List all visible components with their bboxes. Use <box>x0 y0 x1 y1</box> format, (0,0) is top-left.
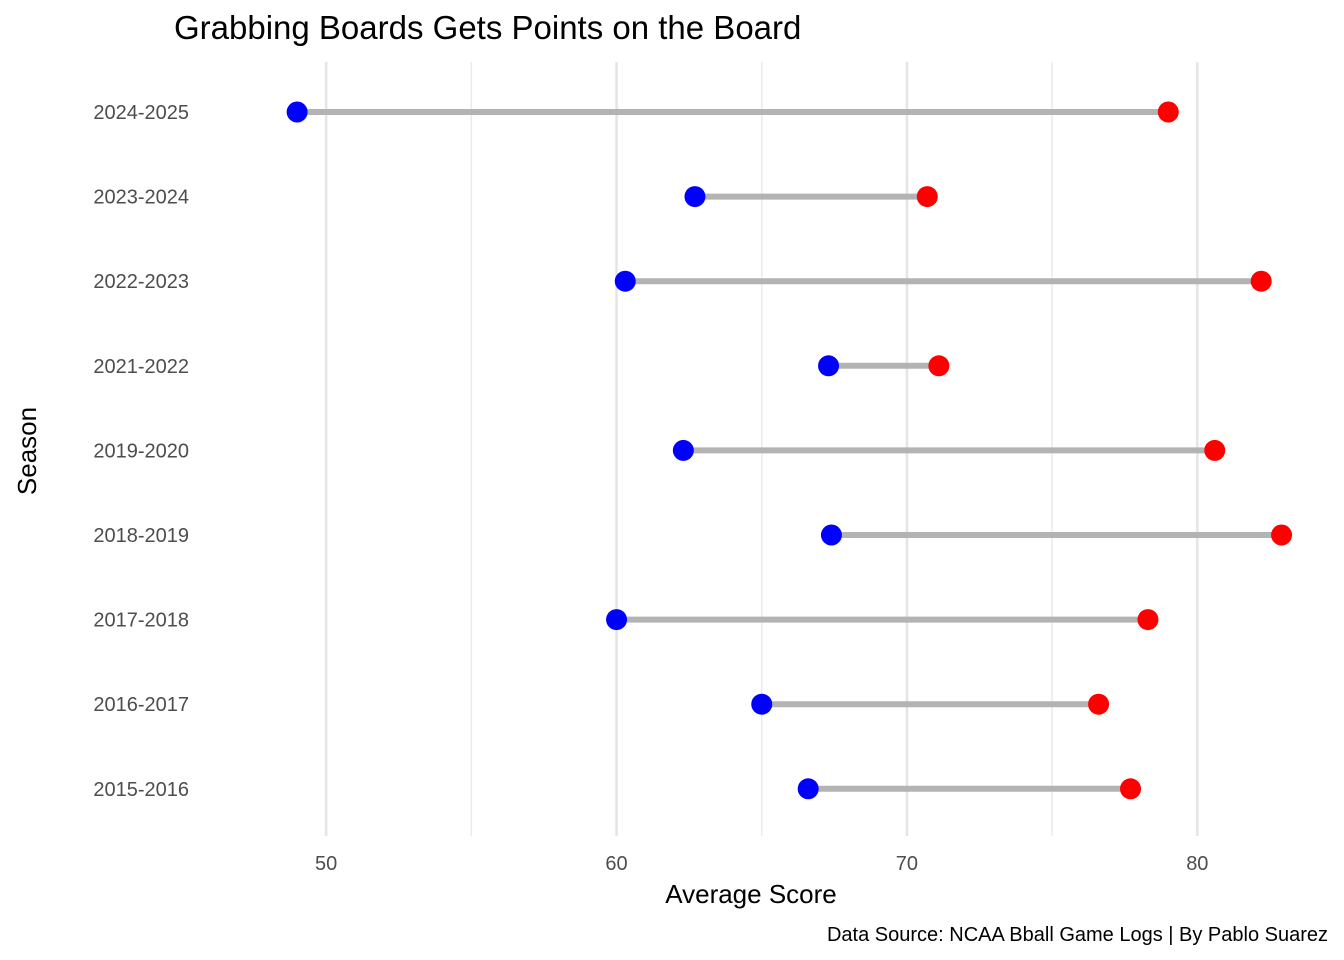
y-tick-label: 2023-2024 <box>93 187 189 209</box>
x-tick-label: 70 <box>896 853 918 875</box>
y-tick-label: 2017-2018 <box>93 610 189 632</box>
high-score-point <box>1137 609 1159 631</box>
y-tick-label: 2024-2025 <box>93 102 189 124</box>
y-tick-label: 2019-2020 <box>93 440 189 462</box>
high-score-point <box>1271 524 1293 546</box>
low-score-point <box>672 439 694 461</box>
y-tick-label: 2016-2017 <box>93 694 189 716</box>
low-score-point <box>286 101 308 123</box>
y-tick-label: 2018-2019 <box>93 525 189 547</box>
x-tick-label: 60 <box>605 853 627 875</box>
points <box>286 101 1293 800</box>
y-tick-labels: 2024-2025 2023-2024 2022-2023 2021-2022 2019… <box>93 102 189 801</box>
x-axis-title: Average Score <box>665 879 837 909</box>
x-tick-label: 80 <box>1186 853 1208 875</box>
low-score-point <box>684 186 706 208</box>
high-score-point <box>1250 270 1272 292</box>
segments <box>297 109 1282 792</box>
x-tick-label: 50 <box>315 853 337 875</box>
high-score-point <box>1204 439 1226 461</box>
low-score-point <box>606 609 628 631</box>
y-axis-title: Season <box>12 407 42 495</box>
low-score-point <box>751 693 773 715</box>
chart-title: Grabbing Boards Gets Points on the Board <box>174 9 801 46</box>
x-tick-labels: 50 60 70 80 <box>315 853 1208 875</box>
y-tick-label: 2015-2016 <box>93 779 189 801</box>
low-score-point <box>797 778 819 800</box>
high-score-point <box>1088 693 1110 715</box>
high-score-point <box>928 355 950 377</box>
low-score-point <box>614 270 636 292</box>
high-score-point <box>1120 778 1142 800</box>
high-score-point <box>1157 101 1179 123</box>
high-score-point <box>916 186 938 208</box>
caption: Data Source: NCAA Bball Game Logs | By P… <box>827 924 1328 946</box>
y-tick-label: 2021-2022 <box>93 356 189 378</box>
y-tick-label: 2022-2023 <box>93 271 189 293</box>
low-score-point <box>820 524 842 546</box>
low-score-point <box>818 355 840 377</box>
